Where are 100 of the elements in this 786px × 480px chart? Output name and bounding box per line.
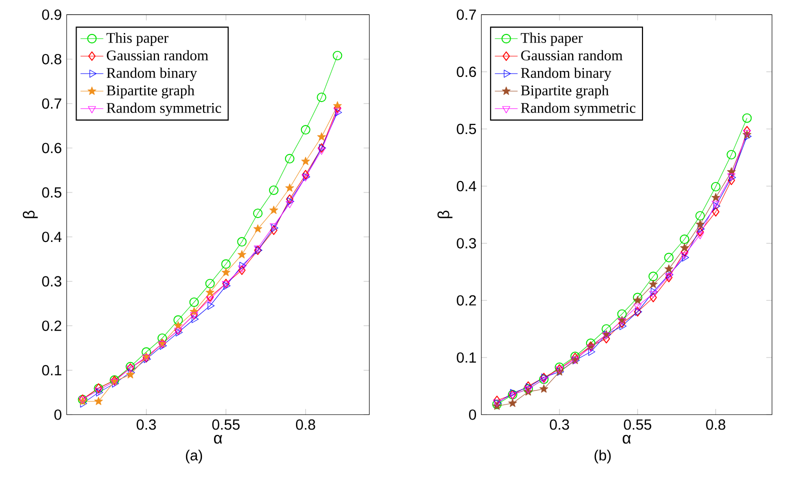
y-tick-label: 0 bbox=[54, 409, 62, 420]
y-axis-title: β bbox=[438, 210, 452, 218]
y-axis-title: β bbox=[22, 210, 38, 218]
point bbox=[126, 366, 134, 373]
point bbox=[174, 321, 183, 330]
point bbox=[728, 176, 736, 186]
y-tick-label: 0.3 bbox=[456, 238, 476, 248]
point bbox=[142, 347, 152, 357]
y-tick-label: 0.7 bbox=[42, 98, 62, 109]
x-tick-label: 0.55 bbox=[624, 419, 652, 430]
point bbox=[586, 344, 595, 352]
point bbox=[698, 224, 705, 233]
point bbox=[510, 388, 518, 397]
y-tick-label: 0.5 bbox=[42, 187, 62, 198]
point bbox=[221, 259, 231, 269]
legend-label: Random symmetric bbox=[520, 102, 636, 116]
point bbox=[742, 113, 752, 123]
point bbox=[238, 250, 246, 258]
point bbox=[270, 225, 278, 235]
point bbox=[508, 392, 517, 400]
legend-label: Bipartite graph bbox=[520, 85, 609, 98]
point bbox=[664, 252, 674, 262]
point bbox=[556, 366, 564, 374]
point bbox=[253, 208, 263, 218]
point bbox=[588, 348, 596, 356]
point bbox=[649, 291, 658, 298]
point bbox=[648, 280, 658, 288]
x-tick-label: 0.8 bbox=[296, 419, 316, 430]
point bbox=[158, 333, 167, 343]
point bbox=[237, 237, 247, 247]
point bbox=[696, 232, 704, 240]
legend-label: Random binary bbox=[520, 68, 612, 81]
point bbox=[253, 224, 262, 233]
x-tick-label: 0.3 bbox=[550, 419, 570, 430]
point bbox=[726, 150, 736, 160]
legend-label: Random symmetric bbox=[106, 102, 222, 116]
point bbox=[713, 202, 720, 210]
point bbox=[208, 302, 215, 310]
point bbox=[680, 234, 690, 244]
point bbox=[94, 396, 103, 406]
point bbox=[173, 315, 183, 325]
point bbox=[620, 322, 627, 330]
y-tick-label: 0.3 bbox=[42, 276, 62, 287]
y-tick-label: 0.9 bbox=[42, 9, 62, 20]
y-tick-label: 0.4 bbox=[42, 232, 62, 242]
point bbox=[650, 288, 658, 296]
x-tick-label: 0.55 bbox=[212, 419, 240, 430]
point bbox=[285, 183, 294, 192]
point bbox=[666, 270, 674, 279]
point bbox=[206, 296, 214, 304]
y-tick-label: 0.1 bbox=[42, 365, 62, 376]
y-tick-label: 0.6 bbox=[42, 142, 62, 154]
point bbox=[287, 197, 294, 206]
point bbox=[300, 125, 310, 135]
point bbox=[680, 243, 689, 252]
point bbox=[617, 309, 627, 319]
point bbox=[239, 262, 246, 270]
point bbox=[301, 156, 310, 166]
point bbox=[222, 268, 230, 276]
point bbox=[633, 296, 642, 304]
point bbox=[648, 272, 658, 282]
legend-label: Bipartite graph bbox=[106, 85, 194, 98]
point bbox=[632, 292, 642, 302]
text: (b) bbox=[594, 450, 611, 464]
point bbox=[205, 278, 215, 288]
point bbox=[206, 288, 214, 296]
point bbox=[317, 132, 326, 141]
point bbox=[664, 264, 674, 273]
point bbox=[332, 50, 342, 60]
point bbox=[192, 315, 199, 324]
point bbox=[540, 384, 548, 393]
point bbox=[222, 278, 230, 288]
point bbox=[318, 148, 326, 155]
point bbox=[695, 211, 705, 221]
y-tick-label: 0.5 bbox=[456, 124, 476, 134]
point bbox=[586, 338, 596, 348]
y-tick-label: 0.1 bbox=[456, 352, 476, 363]
point bbox=[712, 200, 720, 208]
point bbox=[286, 201, 294, 208]
point bbox=[711, 182, 720, 192]
legend-label: Random binary bbox=[106, 68, 198, 81]
point bbox=[602, 324, 612, 334]
x-tick-label: 0.3 bbox=[136, 419, 156, 430]
y-tick-label: 0.8 bbox=[42, 54, 62, 64]
point bbox=[286, 194, 294, 204]
point bbox=[190, 312, 198, 320]
y-tick-label: 0.2 bbox=[456, 295, 476, 306]
legend-label: Gaussian random bbox=[521, 50, 623, 60]
x-axis-title: α bbox=[214, 434, 222, 444]
x-axis-title: α bbox=[622, 434, 631, 444]
text: (a) bbox=[186, 450, 202, 464]
legend-label: This paper bbox=[106, 32, 168, 46]
point bbox=[269, 185, 278, 195]
point bbox=[333, 101, 342, 110]
point bbox=[650, 292, 657, 302]
point bbox=[316, 92, 326, 102]
legend-label: Gaussian random bbox=[106, 50, 208, 60]
point bbox=[493, 396, 501, 406]
y-tick-label: 0 bbox=[469, 409, 476, 420]
point bbox=[302, 170, 310, 180]
